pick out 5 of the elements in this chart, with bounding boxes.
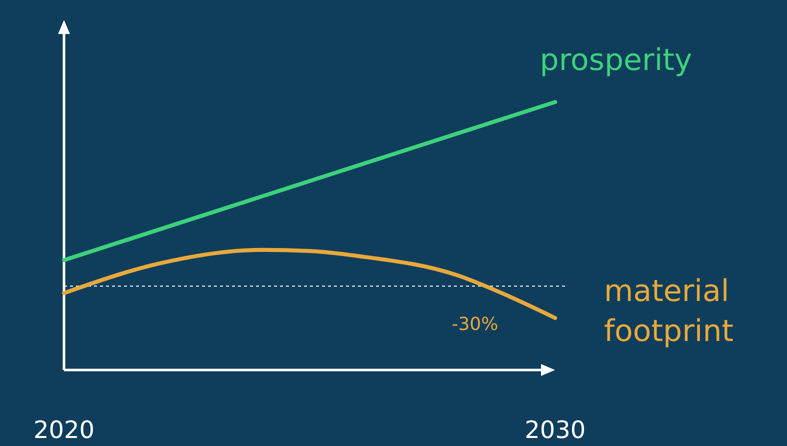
series-label: prosperity	[540, 43, 692, 78]
x-tick-label: 2020	[33, 416, 95, 444]
annotation: -30%	[452, 314, 498, 335]
series-label: material footprint	[604, 274, 734, 350]
x-tick-label: 2030	[524, 416, 586, 444]
